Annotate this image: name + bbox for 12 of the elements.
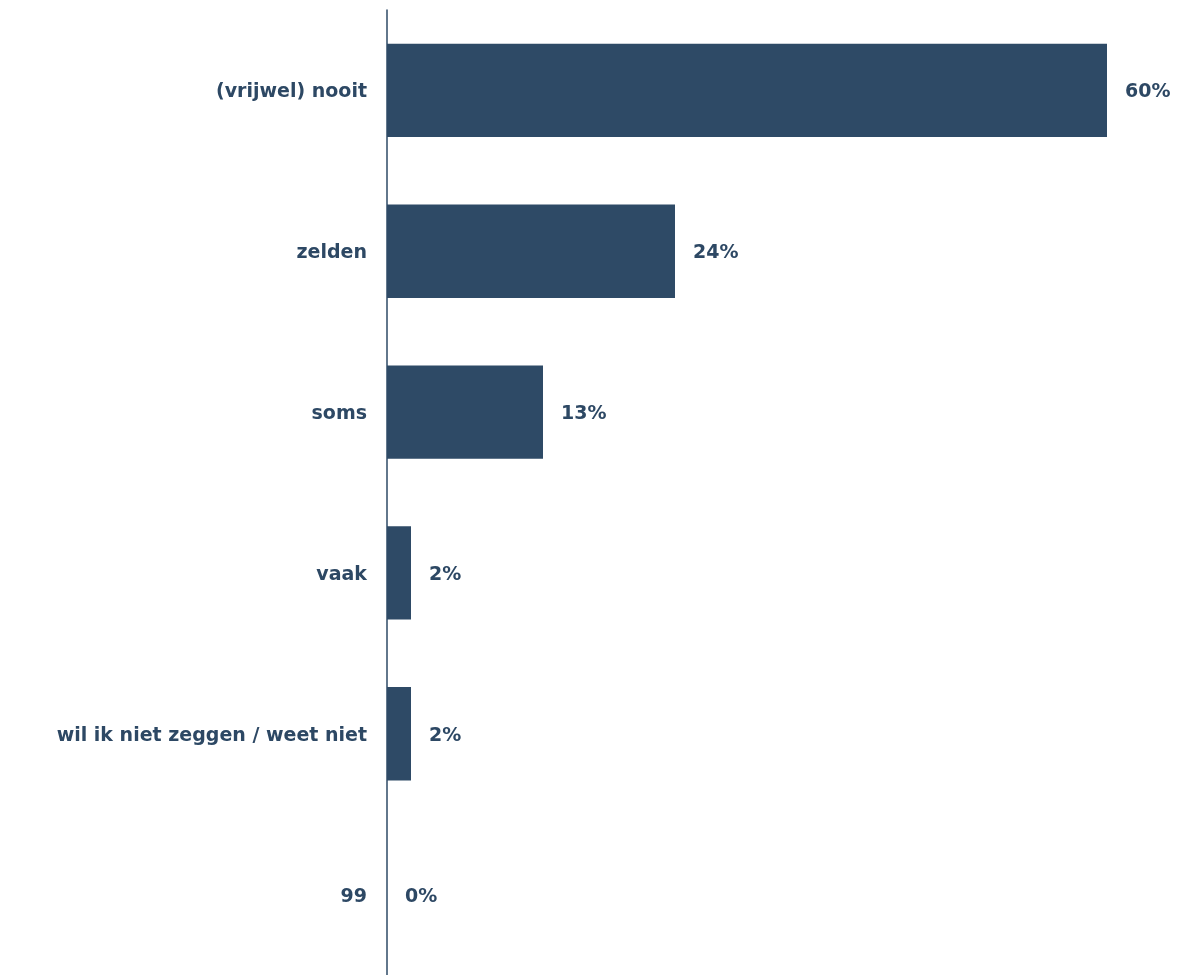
data-label: 2% bbox=[429, 561, 462, 584]
data-label: 60% bbox=[1125, 79, 1171, 102]
y-tick-label: vaak bbox=[316, 561, 368, 584]
data-label: 24% bbox=[693, 240, 739, 263]
data-label: 0% bbox=[405, 883, 438, 906]
y-tick-label: 99 bbox=[340, 883, 367, 906]
y-tick-label: (vrijwel) nooit bbox=[216, 79, 367, 102]
y-tick-label: soms bbox=[311, 401, 367, 424]
y-tick-label: zelden bbox=[296, 240, 367, 263]
data-label: 2% bbox=[429, 722, 462, 745]
data-label: 13% bbox=[561, 401, 607, 424]
y-tick-label: wil ik niet zeggen / weet niet bbox=[56, 722, 367, 745]
